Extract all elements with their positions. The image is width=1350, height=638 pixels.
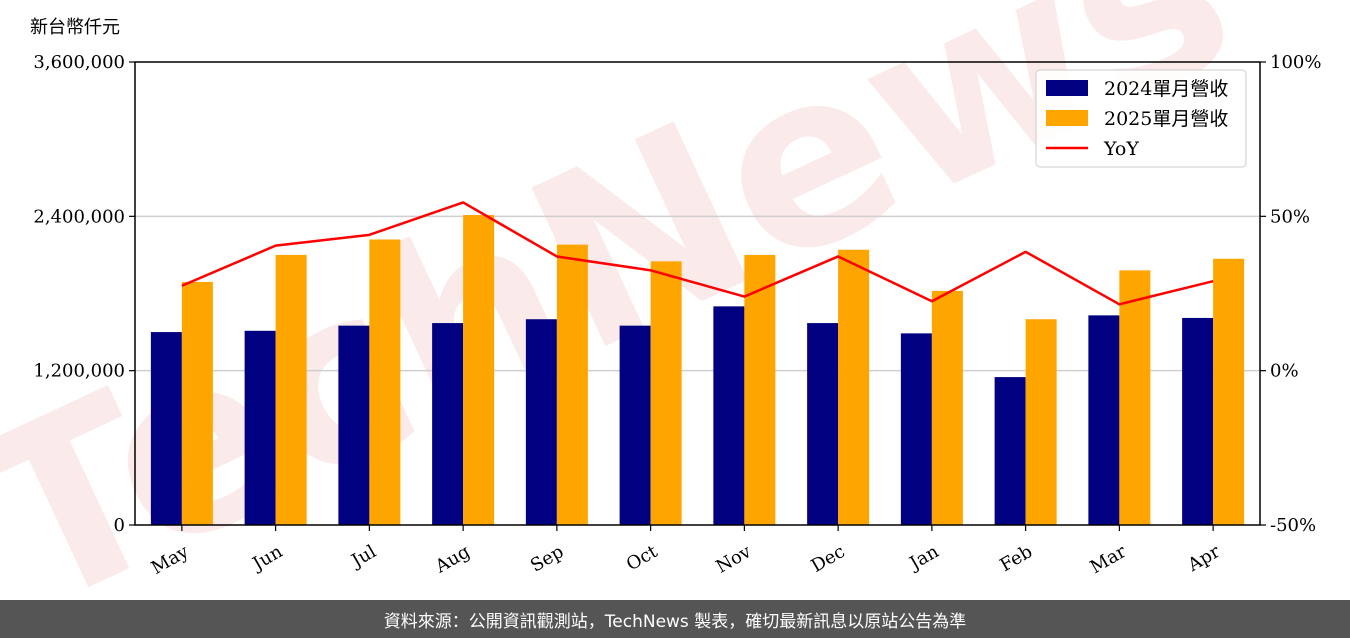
yoy-line-group <box>181 201 1214 306</box>
x-tick-label-jul: Jul <box>346 541 380 573</box>
bar-2024-sep <box>525 319 557 525</box>
yoy-line <box>181 201 1214 306</box>
x-tick-label-aug: Aug <box>431 541 474 578</box>
legend-2024-swatch <box>1046 80 1088 96</box>
bars-group <box>150 215 1245 525</box>
footer-text: 資料來源：公開資訊觀測站，TechNews 製表，確切最新訊息以原站公告為準 <box>383 611 967 632</box>
gridlines <box>135 215 1260 372</box>
x-tick-label-jan: Jan <box>905 541 943 575</box>
y-right-tick-label: 100% <box>1270 52 1321 73</box>
x-tick-label-apr: Apr <box>1184 541 1224 576</box>
bar-2025-jun <box>275 254 307 525</box>
bar-2025-nov <box>744 254 776 525</box>
x-tick-label-sep: Sep <box>527 541 567 576</box>
bar-2025-oct <box>650 261 682 525</box>
bar-2024-nov <box>713 306 745 525</box>
bar-2024-dec <box>807 323 839 525</box>
y-left-tick-label: 2,400,000 <box>33 206 125 227</box>
bar-2024-aug <box>432 323 464 525</box>
x-tick-label-dec: Dec <box>808 541 849 577</box>
bar-2024-mar <box>1088 315 1120 525</box>
unit-label: 新台幣仟元 <box>30 17 120 38</box>
bar-2024-jul <box>338 325 370 525</box>
bar-2025-jul <box>369 239 401 525</box>
y-right-tick-label: 50% <box>1270 206 1310 227</box>
plot-frame <box>134 61 1261 526</box>
bar-2025-mar <box>1119 270 1151 525</box>
bar-2025-apr <box>1213 258 1245 525</box>
bar-2025-dec <box>838 249 870 525</box>
x-tick-label-feb: Feb <box>996 541 1036 576</box>
bar-2024-apr <box>1182 317 1214 525</box>
bar-2024-jan <box>900 333 932 525</box>
y-right-tick-label: 0% <box>1270 361 1299 382</box>
legend-2025-label: 2025單月營收 <box>1104 108 1228 130</box>
bar-2024-feb <box>994 377 1026 525</box>
x-tick-label-oct: Oct <box>623 541 662 576</box>
legend-2024-label: 2024單月營收 <box>1104 78 1228 100</box>
x-tick-label-nov: Nov <box>713 541 756 578</box>
legend-box <box>1035 69 1247 168</box>
bar-2025-may <box>181 281 213 525</box>
bar-2025-aug <box>463 215 495 525</box>
revenue-chart: TechNews 新台幣仟元 01,200,0002,400,0003,600,… <box>0 0 1321 600</box>
y-right-tick-label: -50% <box>1270 515 1316 536</box>
legend-2025-swatch <box>1046 110 1088 126</box>
source-footer: 資料來源：公開資訊觀測站，TechNews 製表，確切最新訊息以原站公告為準 <box>0 600 1350 638</box>
bar-2024-may <box>150 332 182 525</box>
legend-yoy-label: YoY <box>1103 138 1139 160</box>
bar-2025-sep <box>556 244 588 525</box>
y-left-tick-label: 3,600,000 <box>33 52 125 73</box>
legend: 2024單月營收 2025單月營收 YoY <box>1035 69 1247 168</box>
y-left-tick-label: 1,200,000 <box>33 361 125 382</box>
bar-2024-oct <box>619 325 651 525</box>
bar-2024-jun <box>244 330 276 525</box>
bar-2025-jan <box>931 290 963 525</box>
bar-2025-feb <box>1025 319 1057 525</box>
y-left-tick-label: 0 <box>114 515 125 536</box>
x-tick-label-mar: Mar <box>1087 541 1131 578</box>
